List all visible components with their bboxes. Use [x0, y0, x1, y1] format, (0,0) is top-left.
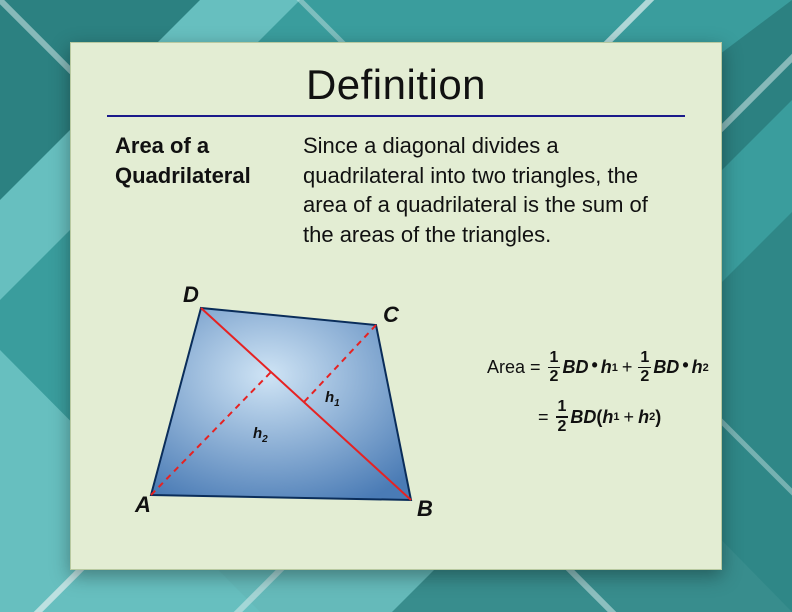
- definition-text: Since a diagonal divides a quadrilateral…: [303, 131, 685, 250]
- vertex-label-a: A: [134, 492, 151, 517]
- vertex-label-c: C: [383, 302, 400, 327]
- lower-region: A B C D h1 h2 Area = 12 BD•h1 + 12 BD•h2…: [107, 260, 685, 560]
- term: Area of a Quadrilateral: [115, 131, 275, 250]
- formula-line-1: Area = 12 BD•h1 + 12 BD•h2: [487, 350, 767, 386]
- quadrilateral-shape: [151, 308, 411, 500]
- quadrilateral-diagram: A B C D h1 h2: [101, 260, 481, 560]
- card-title: Definition: [107, 61, 685, 115]
- text-columns: Area of a Quadrilateral Since a diagonal…: [107, 131, 685, 250]
- vertex-label-d: D: [183, 282, 199, 307]
- title-rule: [107, 115, 685, 117]
- vertex-label-b: B: [417, 496, 433, 521]
- area-formula: Area = 12 BD•h1 + 12 BD•h2 = 12 BD(h1 + …: [487, 350, 767, 449]
- formula-lhs: Area: [487, 357, 525, 378]
- formula-line-2: = 12 BD(h1 + h2): [533, 399, 767, 435]
- definition-card: Definition Area of a Quadrilateral Since…: [70, 42, 722, 570]
